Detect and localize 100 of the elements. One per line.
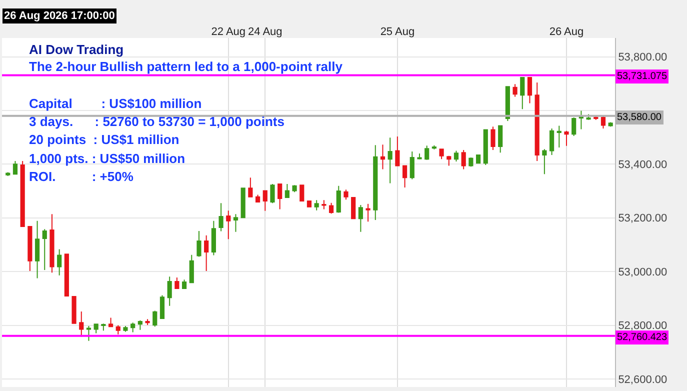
candlestick: [292, 184, 297, 193]
candlestick: [439, 148, 444, 160]
candlestick: [108, 317, 114, 328]
annotation: Capital : US$100 million: [29, 96, 202, 111]
candlestick: [322, 200, 326, 210]
candlestick: [233, 214, 238, 232]
candlestick: [34, 220, 40, 279]
candlestick: [542, 148, 547, 175]
candlestick: [182, 279, 187, 290]
candlestick: [388, 137, 392, 184]
candlestick: [476, 154, 481, 164]
y-tick-label: 52,600.00: [618, 374, 668, 386]
candlestick: [446, 155, 452, 166]
annotation: 20 points : US$1 million: [29, 132, 180, 147]
ref-line-label: 53,731.075: [617, 71, 668, 82]
candlestick: [300, 184, 304, 202]
candlestick: [527, 76, 532, 104]
y-tick-label: 52,800.00: [618, 320, 668, 332]
candlestick: [395, 136, 400, 166]
candlestick: [498, 125, 503, 154]
candlestick: [572, 116, 576, 136]
candlestick: [432, 144, 436, 150]
candlestick: [505, 86, 510, 122]
candlestick: [351, 196, 356, 220]
candlestick: [174, 276, 180, 290]
candlestick: [72, 296, 76, 324]
ref-line-label: 53,580.00: [617, 112, 662, 123]
candlestick: [211, 220, 216, 256]
candlestick: [226, 210, 231, 240]
candlestick: [204, 234, 209, 272]
candlestick: [600, 116, 606, 129]
annotation: 3 days. : 52760 to 53730 = 1,000 points: [29, 114, 284, 129]
candlestick: [218, 202, 224, 232]
candlestick: [42, 228, 47, 270]
candlestick: [417, 152, 422, 160]
candlestick: [534, 82, 540, 162]
candlestick: [461, 149, 466, 170]
candlestick: [270, 184, 275, 204]
candlestick: [328, 202, 334, 214]
candlestick: [454, 150, 459, 162]
candlestick: [130, 322, 136, 333]
y-tick-label: 53,800.00: [618, 52, 668, 64]
y-tick-label: 53,000.00: [618, 266, 668, 278]
x-tick-label: 26 Aug: [549, 26, 584, 38]
candlestick: [28, 226, 32, 272]
candlestick: [262, 190, 268, 212]
candlestick: [160, 294, 165, 320]
candlestick: [556, 125, 562, 148]
candlestick: [402, 165, 408, 188]
candlestick: [64, 254, 69, 296]
candlestick: [608, 122, 613, 128]
candlestick: [373, 144, 378, 221]
ref-line-label: 52,760.423: [617, 332, 668, 343]
candlestick: [20, 160, 25, 227]
candlestick: [255, 194, 260, 203]
candlestick: [564, 130, 569, 146]
y-tick-label: 53,400.00: [618, 159, 668, 172]
text: 26 Aug 2026 17:00:00: [4, 10, 115, 22]
candlestick: [189, 254, 194, 284]
candlestick: [94, 324, 98, 334]
candlestick: [196, 230, 202, 258]
candlestick: [284, 184, 290, 198]
text: The 2-hour Bullish pattern led to a 1,000-point rally: [29, 59, 344, 74]
candlestick: [314, 200, 319, 211]
candlestick: [12, 160, 18, 175]
candlestick: [101, 323, 106, 332]
chart-title: AI Dow Trading: [29, 42, 124, 57]
y-tick-label: 53,200.00: [618, 212, 668, 225]
candlestick: [6, 172, 10, 176]
candlestick: [86, 326, 92, 342]
candlestick: [116, 324, 120, 335]
candlestick: [410, 151, 414, 180]
candlestick: [79, 311, 84, 338]
candlestick: [468, 156, 474, 168]
x-tick-label: 22 Aug: [211, 26, 246, 38]
candlestick: [380, 144, 386, 170]
candlestick: [578, 110, 584, 130]
annotation: 1,000 pts. : US$50 million: [29, 151, 186, 166]
candlestick: [366, 203, 370, 222]
candlestick: [424, 145, 430, 160]
candlestick: [138, 320, 142, 330]
candlestick: [336, 185, 341, 214]
annotation: ROI. : +50%: [29, 169, 134, 184]
candlestick: [549, 128, 554, 156]
x-tick-label: 25 Aug: [380, 26, 415, 38]
candlestick: [306, 200, 312, 208]
candlestick: [512, 84, 518, 98]
candlestick: [483, 129, 488, 166]
candlestick: [57, 248, 62, 276]
candlestick: [358, 204, 363, 232]
candlestick: [145, 318, 150, 326]
candlestick: [248, 177, 253, 198]
candlestick: [50, 214, 54, 274]
candlestick: [520, 76, 525, 110]
candlestick: [344, 189, 348, 200]
candlestick: [240, 188, 246, 218]
candlestick: [167, 276, 172, 306]
candlestick: [490, 126, 496, 150]
candlestick: [278, 184, 282, 210]
candlestick: [152, 310, 158, 328]
